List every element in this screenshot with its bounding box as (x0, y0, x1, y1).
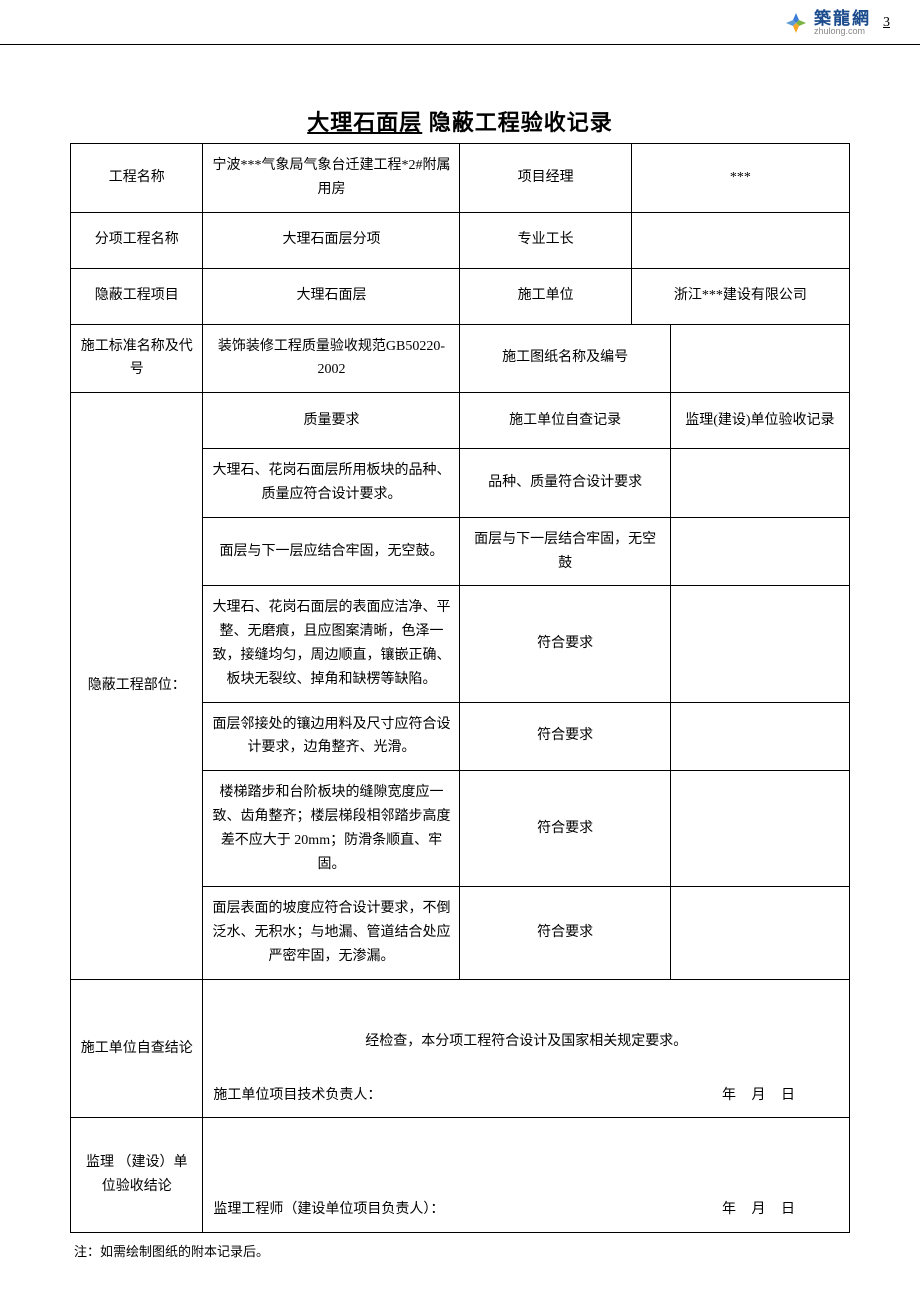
value-drawing (670, 324, 849, 393)
signer-label: 施工单位项目技术负责人： (213, 1088, 381, 1103)
title-suffix: 隐蔽工程验收记录 (422, 110, 613, 135)
sup-text (670, 887, 849, 979)
value-project-name: 宁波***气象局气象台迁建工程*2#附属用房 (203, 144, 460, 213)
value-subproject: 大理石面层分项 (203, 212, 460, 268)
check-text: 面层与下一层结合牢固，无空鼓 (460, 517, 670, 586)
check-text: 品种、质量符合设计要求 (460, 449, 670, 518)
req-text: 大理石、花岗石面层的表面应洁净、平整、无磨痕，且应图案清晰，色泽一致，接缝均匀，… (203, 586, 460, 702)
site-logo: 築龍網 zhulong.com (784, 10, 871, 36)
acceptance-form-table: 工程名称 宁波***气象局气象台迁建工程*2#附属用房 项目经理 *** 分项工… (70, 143, 850, 1233)
value-standard: 装饰装修工程质量验收规范GB50220-2002 (203, 324, 460, 393)
sup-text (670, 771, 849, 887)
value-hidden-item: 大理石面层 (203, 268, 460, 324)
footnote: 注：如需绘制图纸的附本记录后。 (70, 1241, 850, 1260)
table-row: 分项工程名称 大理石面层分项 专业工长 (71, 212, 850, 268)
date-placeholder: 年 月 日 (722, 1084, 841, 1108)
check-text: 符合要求 (460, 586, 670, 702)
document-content: 大理石面层 隐蔽工程验收记录 工程名称 宁波***气象局气象台迁建工程*2#附属… (0, 45, 920, 1300)
self-conclusion-cell: 经检查，本分项工程符合设计及国家相关规定要求。 施工单位项目技术负责人： 年 月… (203, 979, 850, 1118)
logo-en: zhulong.com (814, 27, 871, 36)
label-hidden-item: 隐蔽工程项目 (71, 268, 203, 324)
label-self-conclusion: 施工单位自查结论 (71, 979, 203, 1118)
req-text: 楼梯踏步和台阶板块的缝隙宽度应一致、齿角整齐；楼层梯段相邻踏步高度差不应大于 2… (203, 771, 460, 887)
logo-text: 築龍網 zhulong.com (814, 10, 871, 36)
header-quality-req: 质量要求 (203, 393, 460, 449)
value-foreman (631, 212, 849, 268)
header-self-check: 施工单位自查记录 (460, 393, 670, 449)
sign-line: 施工单位项目技术负责人： 年 月 日 (211, 1084, 841, 1108)
check-text: 符合要求 (460, 702, 670, 771)
table-row: 施工标准名称及代号 装饰装修工程质量验收规范GB50220-2002 施工图纸名… (71, 324, 850, 393)
table-row: 工程名称 宁波***气象局气象台迁建工程*2#附属用房 项目经理 *** (71, 144, 850, 213)
table-row: 隐蔽工程部位： 质量要求 施工单位自查记录 监理(建设)单位验收记录 (71, 393, 850, 449)
req-text: 面层邻接处的镶边用料及尺寸应符合设计要求，边角整齐、光滑。 (203, 702, 460, 771)
label-drawing: 施工图纸名称及编号 (460, 324, 670, 393)
table-row: 施工单位自查结论 经检查，本分项工程符合设计及国家相关规定要求。 施工单位项目技… (71, 979, 850, 1118)
header-supervision: 监理(建设)单位验收记录 (670, 393, 849, 449)
signer-label: 监理工程师（建设单位项目负责人）： (213, 1202, 444, 1217)
logo-cn: 築龍網 (814, 10, 871, 27)
table-row: 隐蔽工程项目 大理石面层 施工单位 浙江***建设有限公司 (71, 268, 850, 324)
label-foreman: 专业工长 (460, 212, 631, 268)
label-subproject: 分项工程名称 (71, 212, 203, 268)
title-prefix: 大理石面层 (307, 110, 422, 135)
table-row: 监理 （建设）单位验收结论 监理工程师（建设单位项目负责人）： 年 月 日 (71, 1118, 850, 1233)
label-supervision-conclusion: 监理 （建设）单位验收结论 (71, 1118, 203, 1233)
req-text: 大理石、花岗石面层所用板块的品种、质量应符合设计要求。 (203, 449, 460, 518)
label-project-manager: 项目经理 (460, 144, 631, 213)
sup-text (670, 586, 849, 702)
logo-icon (784, 11, 808, 35)
value-project-manager: *** (631, 144, 849, 213)
req-text: 面层表面的坡度应符合设计要求，不倒泛水、无积水；与地漏、管道结合处应严密牢固，无… (203, 887, 460, 979)
sign-line: 监理工程师（建设单位项目负责人）： 年 月 日 (211, 1198, 841, 1222)
check-text: 符合要求 (460, 771, 670, 887)
page-header: 築龍網 zhulong.com 3 (0, 0, 920, 45)
label-construction-unit: 施工单位 (460, 268, 631, 324)
page-number: 3 (883, 15, 890, 31)
conclusion-text: 经检查，本分项工程符合设计及国家相关规定要求。 (211, 1030, 841, 1054)
check-text: 符合要求 (460, 887, 670, 979)
supervision-conclusion-cell: 监理工程师（建设单位项目负责人）： 年 月 日 (203, 1118, 850, 1233)
label-hidden-position: 隐蔽工程部位： (71, 393, 203, 980)
sup-text (670, 702, 849, 771)
date-placeholder: 年 月 日 (722, 1198, 841, 1222)
document-title: 大理石面层 隐蔽工程验收记录 (70, 105, 850, 137)
sup-text (670, 517, 849, 586)
sup-text (670, 449, 849, 518)
req-text: 面层与下一层应结合牢固，无空鼓。 (203, 517, 460, 586)
label-standard: 施工标准名称及代号 (71, 324, 203, 393)
value-construction-unit: 浙江***建设有限公司 (631, 268, 849, 324)
label-project-name: 工程名称 (71, 144, 203, 213)
